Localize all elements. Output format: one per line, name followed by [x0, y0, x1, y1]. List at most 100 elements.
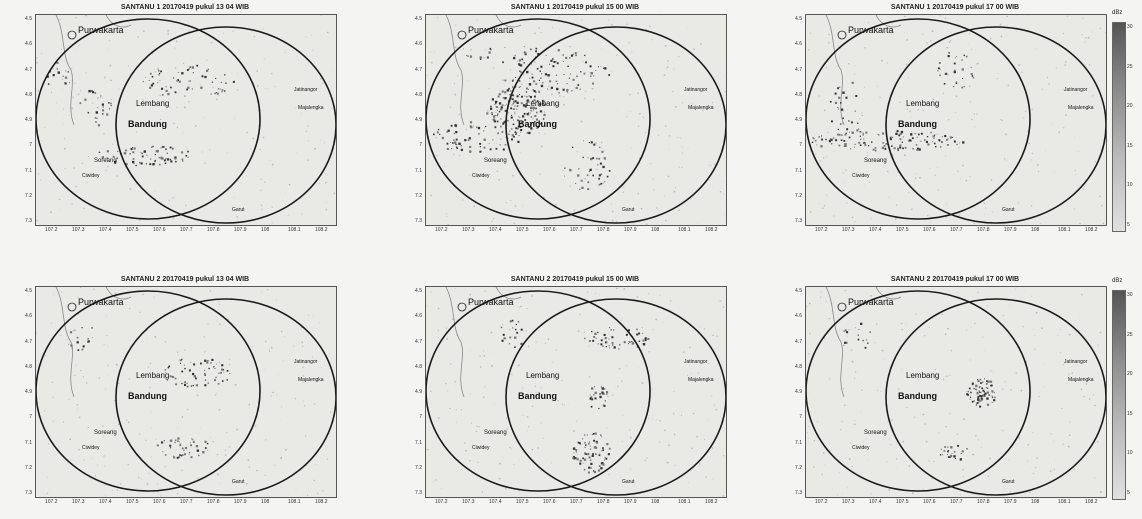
radar-echo	[902, 136, 904, 138]
radar-echo	[861, 115, 863, 116]
y-tick-label: 4.5	[415, 16, 422, 22]
terrain-speck	[892, 154, 894, 156]
radar-echo	[165, 86, 167, 88]
radar-echo	[524, 95, 526, 97]
terrain-speck	[40, 179, 42, 181]
terrain-speck	[313, 316, 314, 318]
y-tick-label: 4.9	[795, 389, 802, 395]
x-tick-label: 107.3	[842, 227, 855, 233]
radar-echo	[575, 451, 577, 453]
terrain-speck	[809, 32, 811, 34]
terrain-speck	[514, 205, 517, 207]
radar-echo	[555, 80, 558, 83]
terrain-speck	[897, 171, 899, 174]
radar-echo	[932, 135, 935, 138]
terrain-speck	[222, 371, 225, 373]
radar-echo	[504, 97, 507, 100]
radar-panel: SANTANU 1 20170419 pukul 13 04 WIB Purwak…	[25, 4, 337, 246]
radar-echo	[155, 150, 158, 153]
terrain-speck	[1030, 205, 1033, 207]
terrain-speck	[553, 492, 555, 494]
radar-echo	[969, 387, 971, 390]
terrain-speck	[454, 381, 456, 383]
radar-echo	[843, 140, 846, 142]
terrain-speck	[71, 203, 73, 205]
place-label-garut: Garut	[1002, 479, 1015, 485]
radar-echo	[141, 155, 144, 158]
terrain-speck	[842, 172, 844, 174]
radar-echo	[519, 94, 520, 96]
terrain-speck	[1006, 15, 1008, 18]
radar-echo	[494, 100, 498, 103]
radar-echo	[910, 139, 912, 142]
terrain-speck	[880, 391, 881, 392]
radar-echo	[467, 139, 470, 141]
radar-echo	[638, 340, 641, 342]
terrain-speck	[256, 85, 259, 87]
radar-echo	[586, 434, 588, 436]
terrain-speck	[176, 107, 178, 109]
radar-echo	[519, 117, 521, 119]
radar-echo	[912, 148, 914, 150]
terrain-speck	[561, 403, 563, 405]
radar-echo	[533, 90, 536, 93]
radar-echo	[184, 367, 186, 370]
radar-echo	[195, 384, 198, 387]
terrain-speck	[476, 19, 478, 21]
radar-echo	[963, 86, 965, 88]
terrain-speck	[897, 354, 899, 356]
terrain-speck	[518, 364, 520, 367]
radar-echo	[962, 141, 965, 144]
terrain-speck	[528, 426, 530, 428]
terrain-speck	[305, 435, 307, 437]
radar-echo	[517, 140, 520, 143]
place-label-cewidey: Ciwidey	[472, 173, 490, 179]
terrain-speck	[317, 492, 319, 494]
radar-echo	[839, 123, 842, 125]
terrain-speck	[691, 447, 693, 450]
place-label-bandung: Bandung	[898, 119, 937, 129]
terrain-speck	[446, 216, 448, 218]
radar-echo	[591, 454, 594, 457]
terrain-speck	[473, 205, 476, 208]
radar-echo	[79, 102, 82, 105]
terrain-speck	[561, 379, 563, 382]
terrain-speck	[1051, 470, 1053, 472]
terrain-speck	[233, 117, 235, 119]
radar-echo	[949, 454, 953, 458]
x-tick-label: 107.3	[72, 227, 85, 233]
terrain-speck	[722, 495, 725, 497]
radar-echo	[625, 333, 628, 336]
radar-echo	[598, 177, 600, 180]
terrain-speck	[708, 363, 710, 365]
radar-echo	[70, 344, 73, 347]
colorbar-tick: 20	[1127, 103, 1133, 110]
radar-echo	[590, 72, 593, 75]
x-tick-label: 107.9	[234, 499, 247, 505]
terrain-speck	[606, 427, 608, 429]
radar-echo	[954, 457, 956, 459]
map-plot: Purwakarta Lembang Bandung Soreang Ciwidey Ja…	[35, 14, 337, 226]
radar-echo	[161, 441, 164, 444]
terrain-speck	[457, 75, 459, 77]
terrain-speck	[68, 398, 70, 400]
radar-echo	[158, 156, 160, 159]
terrain-speck	[467, 80, 469, 82]
terrain-speck	[1073, 460, 1075, 462]
terrain-speck	[666, 68, 667, 69]
y-tick-label: 7.2	[415, 464, 422, 471]
terrain-speck	[540, 422, 542, 424]
terrain-speck	[1031, 108, 1033, 110]
terrain-speck	[146, 338, 148, 339]
terrain-speck	[653, 126, 654, 128]
radar-echo	[592, 82, 595, 85]
radar-echo	[514, 105, 516, 107]
terrain-speck	[44, 410, 46, 412]
terrain-speck	[544, 342, 546, 344]
radar-echo	[465, 139, 467, 140]
radar-echo	[967, 390, 970, 393]
terrain-speck	[550, 462, 552, 464]
radar-echo	[511, 319, 514, 322]
radar-echo	[610, 329, 612, 331]
radar-echo	[102, 113, 104, 115]
